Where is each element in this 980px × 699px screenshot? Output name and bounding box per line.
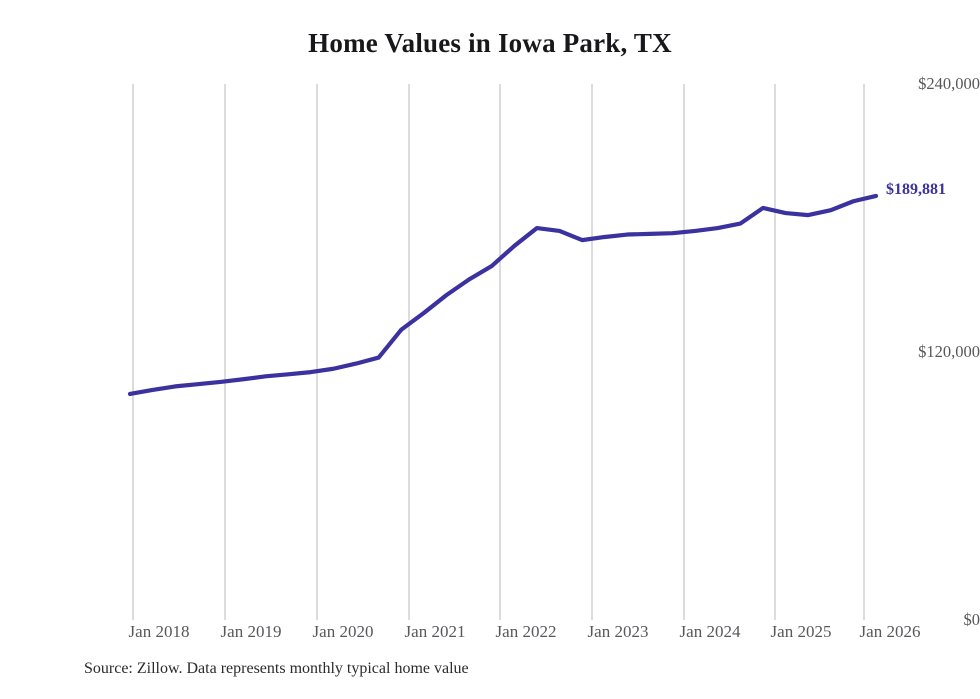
data-series-line — [127, 193, 879, 397]
end-value-annotation: $189,881 — [886, 181, 946, 198]
x-axis-tick-jan-2025: Jan 2025 — [770, 622, 832, 641]
x-axis-tick-jan-2022: Jan 2022 — [495, 622, 557, 641]
chart-title: Home Values in Iowa Park, TX — [308, 28, 672, 58]
x-axis-tick-jan-2019: Jan 2019 — [220, 622, 282, 641]
x-axis-tick-jan-2024: Jan 2024 — [679, 622, 741, 641]
x-axis-tick-jan-2023: Jan 2023 — [587, 622, 649, 641]
gridlines-vertical — [132, 84, 865, 620]
x-axis-tick-jan-2020: Jan 2020 — [312, 622, 374, 641]
x-axis-tick-jan-2018: Jan 2018 — [128, 622, 190, 641]
x-axis-tick-jan-2021: Jan 2021 — [404, 622, 466, 641]
y-axis-tick-120000: $120,000 — [918, 342, 980, 361]
y-axis-tick-0: $0 — [963, 610, 980, 629]
y-axis-tick-240000: $240,000 — [918, 74, 980, 93]
x-axis-tick-jan-2026: Jan 2026 — [859, 622, 921, 641]
source-note: Source: Zillow. Data represents monthly … — [84, 660, 469, 677]
